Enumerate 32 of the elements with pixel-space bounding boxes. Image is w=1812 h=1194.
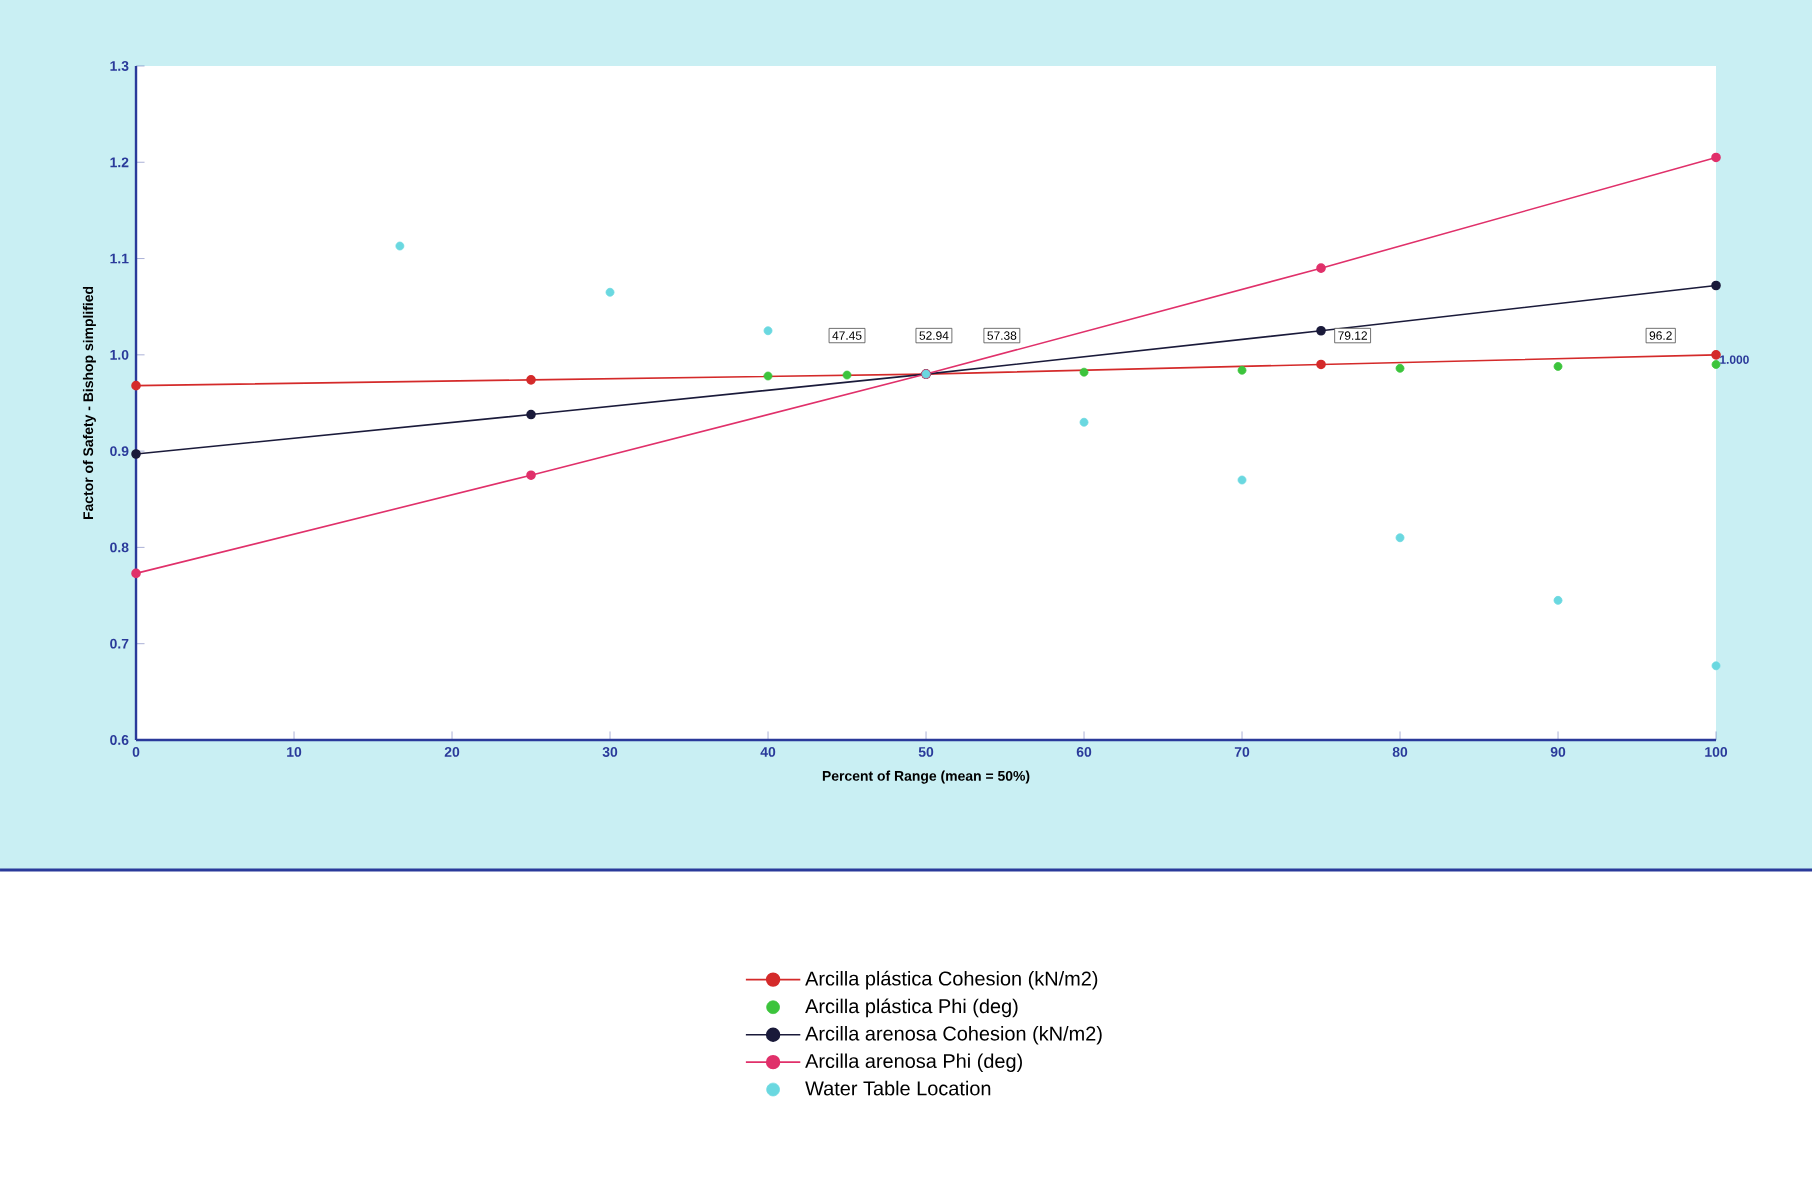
legend-label: Arcilla arenosa Cohesion (kN/m2): [805, 1026, 1102, 1045]
legend-label: Arcilla plástica Cohesion (kN/m2): [805, 970, 1098, 990]
point: [1553, 361, 1563, 371]
point: [1316, 263, 1326, 273]
point: [1316, 325, 1326, 336]
point: [1711, 152, 1721, 163]
point: [131, 380, 141, 391]
point: [526, 375, 536, 385]
point: [526, 470, 536, 480]
point: [763, 371, 773, 381]
point: [1395, 363, 1405, 373]
point: [842, 370, 852, 380]
point: [395, 241, 405, 251]
point: [526, 409, 536, 420]
point: [131, 449, 141, 459]
legend-label: Arcilla arenosa Phi (deg): [805, 1053, 1022, 1072]
point: [763, 326, 773, 336]
point: [1079, 367, 1089, 377]
point: [131, 568, 141, 579]
legend-label: Water Table Location: [805, 1080, 991, 1096]
point: [1395, 533, 1405, 543]
point: [1553, 595, 1563, 605]
point: [1237, 365, 1247, 375]
point: [1711, 661, 1721, 671]
point: [1711, 360, 1721, 369]
point: [1711, 350, 1721, 360]
point: [1316, 359, 1326, 370]
point: [1237, 475, 1247, 485]
legend-label: Arcilla plástica Phi (deg): [805, 998, 1018, 1018]
point: [1711, 280, 1721, 291]
point: [1079, 417, 1089, 427]
point: [605, 287, 615, 297]
